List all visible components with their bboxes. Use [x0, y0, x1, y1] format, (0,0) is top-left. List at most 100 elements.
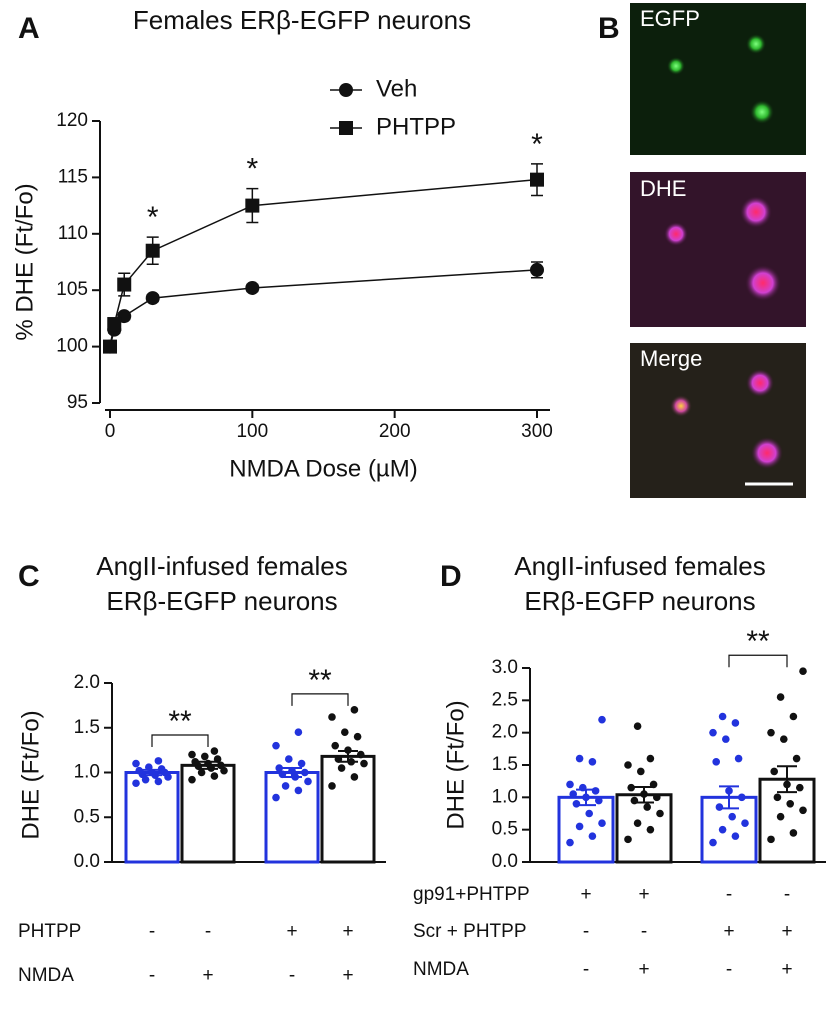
data-point: [575, 822, 584, 831]
cell: [750, 100, 774, 124]
marker: [245, 280, 260, 295]
significance: **: [746, 625, 770, 658]
significance-bracket: [291, 693, 349, 706]
data-point: [569, 790, 577, 798]
data-point: [154, 757, 163, 765]
data-point: [188, 750, 196, 759]
error-bar: [634, 785, 654, 804]
panel-label: C: [18, 560, 40, 593]
chart-title: ERβ-EGFP neurons: [106, 586, 337, 616]
data-point: [776, 693, 785, 701]
chart-title: ERβ-EGFP neurons: [524, 586, 755, 616]
data-point: [656, 809, 664, 818]
data-point: [722, 735, 730, 743]
y-tick-label: 0.0: [492, 851, 518, 872]
condition-label: NMDA: [18, 965, 74, 986]
y-tick-label: 0.5: [74, 806, 100, 827]
data-point: [718, 712, 727, 721]
marker: [145, 291, 160, 306]
data-point: [337, 764, 346, 772]
legend-label: PHTPP: [376, 113, 456, 140]
data-point: [799, 667, 807, 676]
cell: [664, 222, 688, 246]
data-point: [709, 728, 717, 737]
data-point: [135, 766, 143, 775]
data-point: [350, 773, 359, 781]
condition-sign: +: [723, 921, 734, 942]
condition-sign: +: [781, 959, 792, 980]
data-point: [738, 793, 746, 802]
marker: [107, 317, 122, 332]
data-point: [799, 806, 807, 815]
error-bar: [198, 760, 218, 770]
image: [630, 3, 806, 155]
data-point: [598, 819, 606, 827]
marker: [339, 83, 353, 97]
condition-label: PHTPP: [18, 921, 81, 942]
bar: [320, 754, 376, 864]
data-point: [341, 728, 349, 737]
error-bar: [719, 785, 739, 810]
data-point: [360, 759, 368, 768]
y-tick-label: 110: [58, 223, 88, 244]
data-point: [731, 719, 740, 727]
x-tick-label: 0: [105, 421, 116, 442]
data-point: [789, 712, 798, 721]
error-bar: [142, 768, 162, 777]
data-point: [789, 829, 798, 837]
y-tick-label: 2.5: [492, 689, 518, 710]
data-point: [633, 819, 642, 827]
bar: [557, 795, 615, 864]
data-point: [786, 800, 794, 808]
cell: [745, 265, 781, 301]
y-tick-label: 1.5: [492, 754, 518, 775]
condition-sign: +: [202, 965, 213, 986]
data-point: [275, 764, 284, 772]
panel-label: D: [440, 560, 462, 593]
data-point: [643, 803, 651, 811]
bar: [615, 793, 673, 864]
error-bar: [777, 765, 797, 794]
condition-label: gp91+PHTPP: [413, 884, 530, 905]
condition-sign: +: [580, 884, 591, 905]
y-tick-label: 1.5: [74, 717, 100, 738]
condition-sign: +: [286, 921, 297, 942]
data-point: [588, 757, 597, 766]
condition-sign: -: [149, 921, 155, 942]
panel-label: B: [598, 12, 620, 45]
condition-sign: -: [641, 921, 647, 942]
data-point: [132, 759, 140, 768]
data-point: [624, 835, 632, 844]
data-point: [272, 741, 280, 750]
data-point: [272, 793, 280, 802]
data-point: [796, 783, 804, 792]
y-tick-label: 1.0: [74, 762, 100, 783]
data-point: [210, 772, 219, 780]
cell: [670, 395, 692, 417]
data-point: [304, 777, 312, 786]
y-tick-label: 1.0: [492, 786, 518, 807]
image: [630, 343, 806, 498]
data-point: [350, 706, 359, 714]
marker: [117, 277, 132, 292]
cell: [740, 196, 772, 228]
data-point: [731, 832, 740, 840]
data-point: [709, 838, 717, 847]
image-label: Merge: [640, 346, 702, 371]
data-point: [646, 754, 655, 763]
data-point: [767, 835, 775, 844]
y-tick-label: 95: [67, 392, 88, 413]
significance-bracket: [728, 654, 788, 668]
marker: [339, 121, 353, 135]
data-point: [715, 803, 724, 811]
data-point: [217, 761, 225, 770]
data-point: [712, 757, 720, 766]
condition-sign: +: [342, 921, 353, 942]
y-tick-label: 105: [56, 279, 88, 300]
data-point: [191, 757, 199, 766]
y-axis-label: DHE (Ft/Fo): [17, 710, 44, 839]
data-point: [728, 812, 736, 821]
y-axis-label: % DHE (Ft/Fo): [11, 183, 38, 340]
condition-sign: -: [583, 959, 589, 980]
